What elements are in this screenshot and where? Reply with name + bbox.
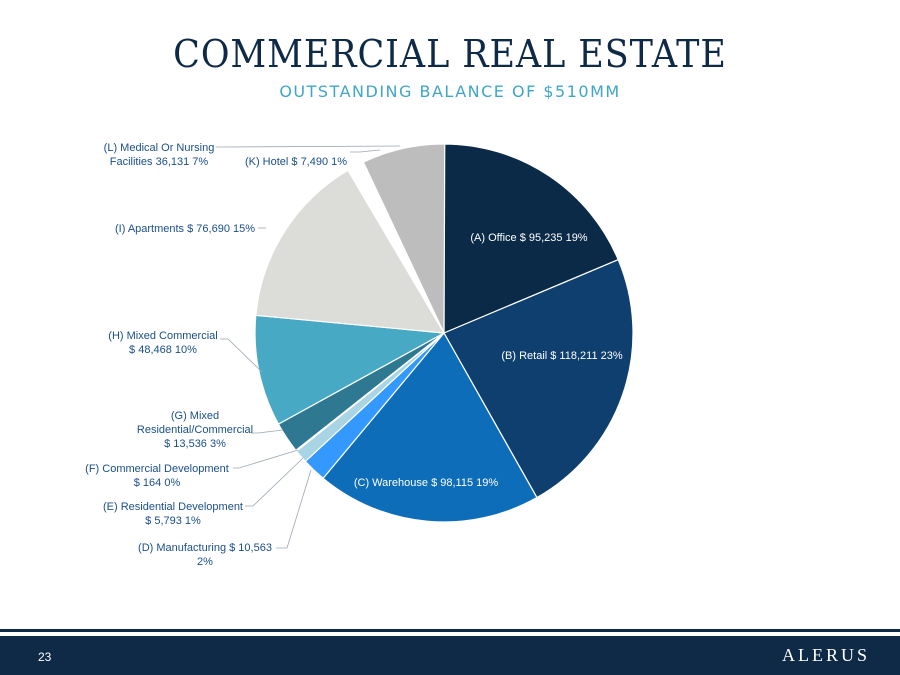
slice-label-h: (H) Mixed Commercial $ 48,468 10% — [108, 330, 217, 356]
page-number: 23 — [38, 650, 52, 664]
slice-label-l: (L) Medical Or Nursing Facilities 36,131 … — [104, 142, 215, 168]
alerus-logo: ALERUS — [781, 645, 870, 665]
slice-label-line: (D) Manufacturing $ 10,563 — [138, 542, 272, 554]
slice-label-e: (E) Residential Development $ 5,793 1% — [103, 501, 243, 527]
slice-label-line: $ 48,468 10% — [129, 344, 197, 356]
slice-label-line: (G) Mixed — [171, 410, 219, 422]
slice-label-line: Residential/Commercial — [137, 424, 253, 436]
page-subtitle: OUTSTANDING BALANCE OF $510MM — [279, 82, 621, 101]
slice-label-line: $ 164 0% — [134, 477, 181, 489]
footer-divider — [0, 629, 900, 632]
leader-line-k — [350, 149, 381, 153]
slice-label-line: (A) Office $ 95,235 19% — [470, 232, 587, 244]
pie-slice-a — [443, 143, 619, 334]
slice-label-line: (B) Retail $ 118,211 23% — [501, 350, 622, 362]
slice-label-g: (G) Mixed Residential/Commercial $ 13,536 … — [137, 410, 253, 450]
pie-slices — [254, 143, 634, 523]
leader-line-h — [220, 338, 263, 373]
pie-slice-l — [362, 143, 446, 334]
slice-label-d: (D) Manufacturing $ 10,563 2% — [138, 542, 272, 568]
slice-label-line: (I) Apartments $ 76,690 15% — [115, 223, 255, 235]
footer-bar: 23 ALERUS — [0, 636, 900, 675]
slice-label-line: $ 13,536 3% — [164, 438, 226, 450]
slice-label-line: (K) Hotel $ 7,490 1% — [245, 156, 347, 168]
slice-label-k: (K) Hotel $ 7,490 1% — [245, 156, 347, 168]
slice-label-line: (E) Residential Development — [103, 501, 243, 513]
pie-slice-h — [254, 314, 446, 425]
page-title: COMMERCIAL REAL ESTATE — [173, 32, 727, 76]
slice-label-line: (L) Medical Or Nursing — [104, 142, 215, 154]
leader-line-d — [276, 469, 312, 549]
slice-label-a: (A) Office $ 95,235 19% — [470, 232, 587, 244]
leader-lines — [216, 145, 401, 549]
slice-label-line: (C) Warehouse $ 98,115 19% — [354, 477, 499, 489]
slice-label-c: (C) Warehouse $ 98,115 19% — [354, 477, 499, 489]
leader-line-l — [216, 145, 401, 148]
slice-labels: (A) Office $ 95,235 19% (B) Retail $ 118,… — [85, 142, 623, 568]
slice-label-line: Facilities 36,131 7% — [110, 156, 209, 168]
slice-label-line: $ 5,793 1% — [145, 515, 201, 527]
pie-slice-c — [322, 331, 538, 523]
slice-label-line: (F) Commercial Development — [85, 463, 229, 475]
slice-label-f: (F) Commercial Development $ 164 0% — [85, 463, 229, 489]
slice-label-i: (I) Apartments $ 76,690 15% — [115, 223, 255, 235]
pie-slice-b — [443, 258, 634, 499]
pie-chart: (A) Office $ 95,235 19% (B) Retail $ 118,… — [85, 142, 634, 568]
leader-line-g — [251, 429, 284, 434]
slice-label-line: (H) Mixed Commercial — [108, 330, 217, 342]
leader-line-e — [245, 457, 304, 507]
pie-slice-i — [255, 169, 446, 334]
slice-label-b: (B) Retail $ 118,211 23% — [501, 350, 622, 362]
leader-line-f — [233, 449, 299, 469]
slice-label-line: 2% — [197, 556, 213, 568]
